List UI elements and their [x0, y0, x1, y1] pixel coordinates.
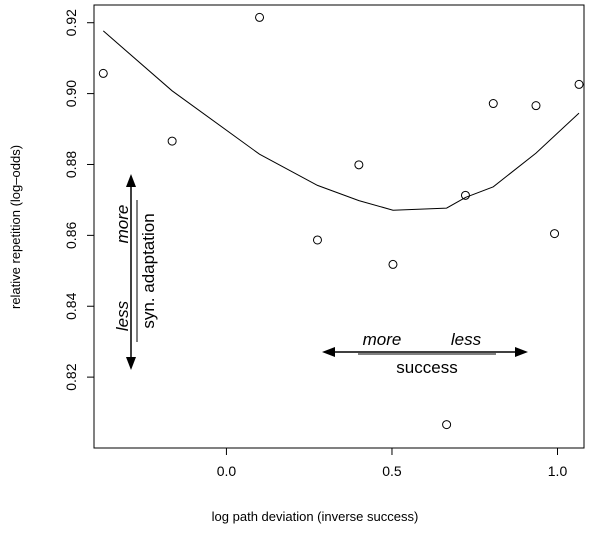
data-point [442, 420, 452, 430]
x-axis: 0.0 0.5 1.0 [217, 448, 568, 479]
x-tick-label: 1.0 [548, 463, 568, 479]
data-point [312, 235, 322, 245]
data-point [98, 68, 108, 78]
vertical-less-label: less [113, 300, 132, 331]
y-tick-label: 0.90 [63, 80, 79, 107]
vertical-axis-concept-label: syn. adaptation [139, 213, 158, 328]
arrow-right-icon [515, 347, 528, 357]
x-tick-label: 0.5 [382, 463, 402, 479]
data-point [255, 12, 265, 22]
y-tick-label: 0.86 [63, 222, 79, 249]
horizontal-annotation: more less success [322, 330, 528, 377]
vertical-annotation: more less syn. adaptation [113, 174, 158, 370]
vertical-more-label: more [113, 205, 132, 244]
y-tick-label: 0.92 [63, 9, 79, 36]
x-tick-label: 0.0 [217, 463, 237, 479]
arrow-left-icon [322, 347, 335, 357]
y-tick-label: 0.84 [63, 292, 79, 319]
data-point [531, 101, 541, 111]
data-point [488, 99, 498, 109]
y-tick-label: 0.82 [63, 363, 79, 390]
data-point [550, 229, 560, 239]
horizontal-more-label: more [363, 330, 402, 349]
x-axis-title: log path deviation (inverse success) [212, 509, 419, 524]
y-axis-title: relative repetition (log–odds) [8, 145, 23, 309]
y-axis: 0.82 0.84 0.86 0.88 0.90 0.92 [63, 9, 94, 391]
data-point [354, 160, 364, 170]
smooth-trend-line [102, 30, 580, 211]
plot-frame [93, 4, 585, 449]
horizontal-axis-concept-label: success [396, 358, 457, 377]
arrow-up-icon [126, 174, 136, 187]
y-tick-label: 0.88 [63, 151, 79, 178]
data-point [167, 136, 177, 146]
data-point [460, 190, 470, 200]
arrow-down-icon [126, 357, 136, 370]
horizontal-less-label: less [451, 330, 482, 349]
data-points [98, 12, 584, 430]
data-point [388, 259, 398, 269]
data-point [574, 79, 584, 89]
